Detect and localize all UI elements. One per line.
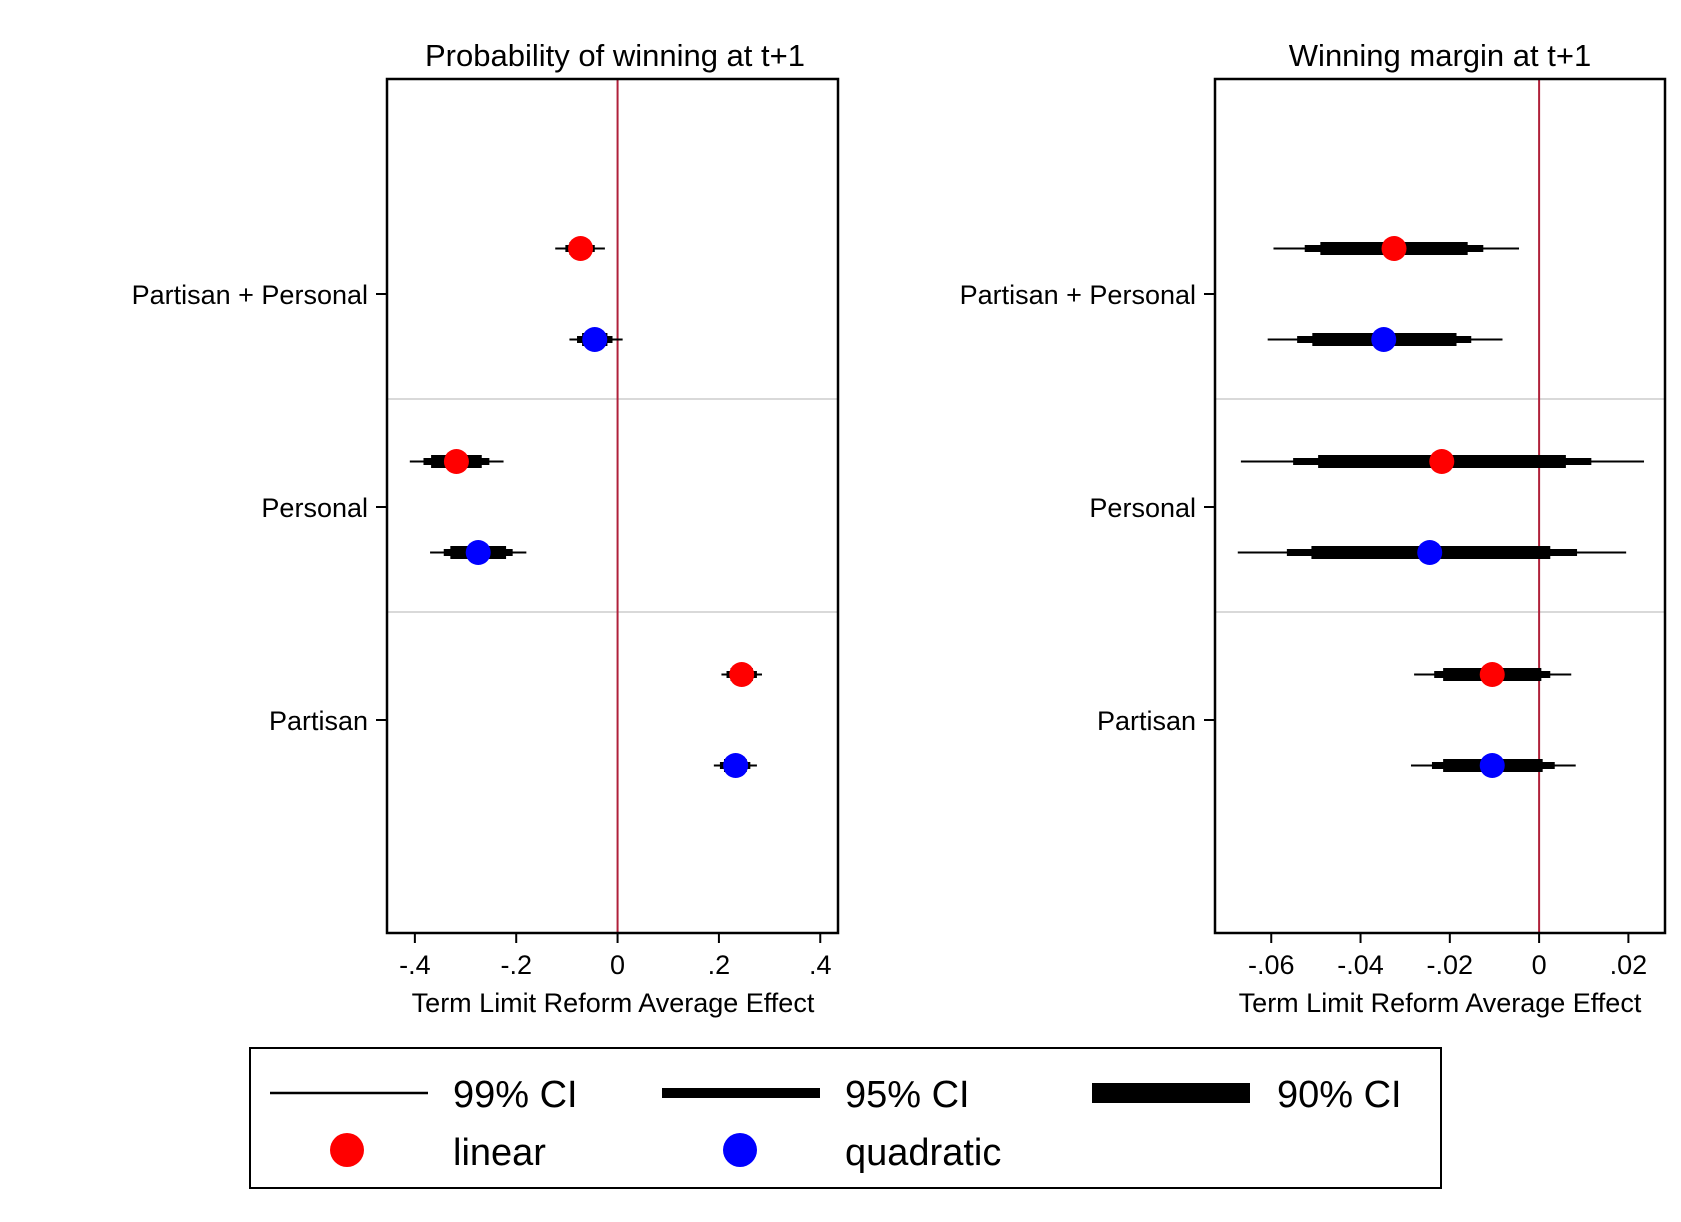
x-tick-label: 0	[610, 950, 625, 980]
linear-point-estimate	[729, 662, 755, 687]
quadratic-point-estimate	[582, 327, 608, 352]
category-label: Partisan	[1097, 706, 1196, 736]
panel-title: Probability of winning at t+1	[425, 38, 805, 73]
quadratic-point-estimate	[465, 540, 491, 565]
category-label: Partisan + Personal	[132, 280, 368, 310]
panel-marks	[387, 79, 838, 933]
x-tick-label: 0	[1532, 950, 1547, 980]
x-tick-label: -.06	[1248, 950, 1295, 980]
x-tick-label: -.4	[399, 950, 431, 980]
quadratic-point-estimate	[1417, 540, 1443, 565]
quadratic-point-estimate	[1479, 753, 1505, 778]
quadratic-point-estimate	[1371, 327, 1397, 352]
category-labels: Partisan + Personal Personal Partisan	[960, 280, 1215, 736]
legend: 99% CI 95% CI 90% CI linear quadratic	[249, 1047, 1442, 1189]
legend-linear-label: linear	[453, 1132, 546, 1174]
linear-point-estimate	[568, 236, 594, 261]
legend-95-ci-label: 95% CI	[845, 1074, 970, 1116]
x-tick-label: .4	[809, 950, 832, 980]
linear-point-estimate	[1381, 236, 1407, 261]
panel-probability-of-winning: Probability of winning at t+1 -.4 -.2 0 .2.…	[132, 38, 840, 1018]
legend-90-ci-label: 90% CI	[1277, 1074, 1402, 1116]
x-tick-label: .02	[1610, 950, 1648, 980]
category-label: Partisan + Personal	[960, 280, 1196, 310]
linear-point-estimate	[443, 449, 469, 474]
x-axis-ticks: -.06 -.04 -.02 0 .02	[1248, 933, 1647, 980]
x-axis-label: Term Limit Reform Average Effect	[1239, 988, 1642, 1018]
x-tick-label: .2	[708, 950, 731, 980]
category-labels: Partisan + Personal Personal Partisan	[132, 280, 387, 736]
category-label: Personal	[261, 493, 368, 523]
linear-point-estimate	[1479, 662, 1505, 687]
legend-linear-marker	[330, 1133, 364, 1167]
x-tick-label: -.2	[500, 950, 532, 980]
x-tick-label: -.04	[1337, 950, 1384, 980]
panel-title: Winning margin at t+1	[1289, 38, 1591, 73]
quadratic-point-estimate	[723, 753, 749, 778]
panel-winning-margin: Winning margin at t+1 -.06 -.04 -.02 0 .02 T…	[960, 38, 1667, 1018]
linear-point-estimate	[1429, 449, 1455, 474]
legend-quadratic-marker	[723, 1133, 757, 1167]
x-axis-label: Term Limit Reform Average Effect	[412, 988, 815, 1018]
x-tick-label: -.02	[1427, 950, 1474, 980]
category-label: Personal	[1089, 493, 1196, 523]
legend-99-ci-label: 99% CI	[453, 1074, 578, 1116]
panel-marks	[1215, 79, 1665, 933]
x-axis-ticks: -.4 -.2 0 .2 .4	[399, 933, 832, 980]
legend-box	[249, 1047, 1442, 1189]
legend-quadratic-label: quadratic	[845, 1132, 1001, 1174]
category-label: Partisan	[269, 706, 368, 736]
